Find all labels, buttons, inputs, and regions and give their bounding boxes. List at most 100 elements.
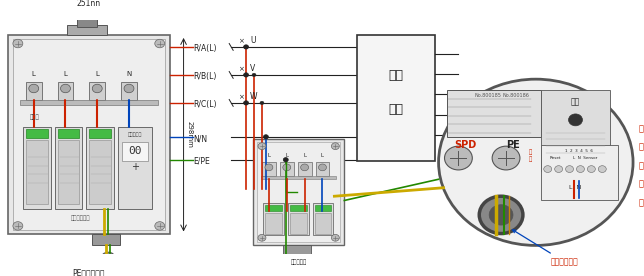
Circle shape bbox=[101, 252, 115, 264]
Text: L: L bbox=[267, 153, 270, 158]
Text: No.800185: No.800185 bbox=[475, 93, 502, 98]
Bar bbox=[118, 127, 152, 209]
Circle shape bbox=[243, 73, 249, 77]
Bar bbox=[57, 82, 73, 100]
Circle shape bbox=[332, 234, 339, 241]
Text: SPD: SPD bbox=[455, 140, 477, 150]
Text: L  N  Sensor: L N Sensor bbox=[573, 155, 598, 160]
Text: 设备: 设备 bbox=[388, 103, 403, 116]
Bar bbox=[290, 213, 307, 233]
Bar bbox=[283, 245, 310, 254]
Text: ×: × bbox=[238, 94, 244, 100]
Bar bbox=[92, 234, 120, 245]
Text: L: L bbox=[321, 153, 324, 158]
Text: 251nn: 251nn bbox=[77, 0, 101, 8]
Bar bbox=[121, 82, 137, 100]
Text: L: L bbox=[285, 153, 289, 158]
Circle shape bbox=[258, 143, 266, 150]
Text: 显示: 显示 bbox=[571, 98, 580, 107]
Text: +: + bbox=[131, 162, 139, 172]
Text: L: L bbox=[303, 153, 306, 158]
Bar bbox=[26, 140, 48, 204]
Text: 防雷接地线: 防雷接地线 bbox=[290, 259, 307, 265]
Bar bbox=[357, 35, 435, 161]
Bar bbox=[90, 82, 105, 100]
Text: PE防雷接地线: PE防雷接地线 bbox=[72, 268, 104, 276]
Circle shape bbox=[283, 158, 289, 162]
Circle shape bbox=[29, 84, 39, 93]
Circle shape bbox=[243, 45, 249, 49]
Circle shape bbox=[260, 101, 264, 105]
Circle shape bbox=[332, 143, 339, 150]
Bar bbox=[13, 39, 165, 230]
Circle shape bbox=[61, 84, 70, 93]
Bar bbox=[261, 176, 336, 179]
Bar bbox=[298, 162, 312, 176]
Text: 计: 计 bbox=[639, 161, 644, 170]
Circle shape bbox=[244, 45, 248, 49]
Bar bbox=[26, 82, 42, 100]
Circle shape bbox=[124, 84, 134, 93]
Circle shape bbox=[319, 164, 327, 171]
Bar bbox=[86, 127, 114, 209]
Circle shape bbox=[444, 146, 472, 170]
Text: PE: PE bbox=[506, 140, 520, 150]
Bar bbox=[26, 129, 48, 138]
Bar bbox=[446, 90, 541, 137]
Bar bbox=[90, 140, 111, 204]
Text: W: W bbox=[250, 92, 258, 101]
Circle shape bbox=[479, 196, 523, 233]
Bar bbox=[8, 35, 169, 234]
Text: R/A(L): R/A(L) bbox=[193, 44, 217, 53]
Text: L: L bbox=[32, 71, 35, 77]
Text: 雷: 雷 bbox=[639, 124, 644, 133]
Circle shape bbox=[598, 166, 606, 172]
Text: L: L bbox=[64, 71, 68, 77]
Text: 接触器: 接触器 bbox=[30, 114, 39, 120]
Bar bbox=[55, 127, 82, 209]
Text: L: L bbox=[95, 71, 99, 77]
Text: 器: 器 bbox=[639, 198, 644, 208]
Text: U: U bbox=[250, 36, 256, 45]
Bar bbox=[263, 203, 284, 235]
Circle shape bbox=[569, 114, 582, 126]
Text: 00: 00 bbox=[128, 146, 142, 156]
Bar bbox=[122, 142, 148, 161]
Text: L  N: L N bbox=[569, 185, 582, 190]
Text: 雷
闪: 雷 闪 bbox=[529, 150, 533, 162]
Bar bbox=[314, 213, 332, 233]
Text: 雷击计数器: 雷击计数器 bbox=[128, 132, 142, 137]
Bar bbox=[57, 129, 79, 138]
Text: ×: × bbox=[238, 38, 244, 44]
Text: N/N: N/N bbox=[193, 134, 207, 143]
Circle shape bbox=[489, 205, 513, 225]
Circle shape bbox=[301, 164, 308, 171]
Circle shape bbox=[565, 166, 574, 172]
Circle shape bbox=[155, 222, 165, 230]
Circle shape bbox=[92, 84, 102, 93]
Bar bbox=[279, 162, 294, 176]
Bar bbox=[314, 205, 332, 211]
Text: R/B(L): R/B(L) bbox=[193, 72, 217, 81]
Text: 采样感应探头: 采样感应探头 bbox=[513, 230, 578, 266]
Bar bbox=[541, 145, 618, 200]
Circle shape bbox=[265, 164, 273, 171]
Text: 数: 数 bbox=[639, 180, 644, 189]
Bar bbox=[57, 140, 79, 204]
Circle shape bbox=[243, 101, 249, 105]
Bar bbox=[257, 142, 340, 242]
Text: Reset: Reset bbox=[550, 155, 562, 160]
Circle shape bbox=[258, 234, 266, 241]
Bar bbox=[90, 129, 111, 138]
Circle shape bbox=[263, 135, 269, 139]
Circle shape bbox=[492, 146, 520, 170]
Text: V: V bbox=[250, 64, 255, 73]
Bar bbox=[265, 213, 282, 233]
Text: N: N bbox=[126, 71, 131, 77]
Bar bbox=[253, 139, 345, 245]
Bar bbox=[290, 205, 307, 211]
Bar bbox=[265, 205, 282, 211]
Circle shape bbox=[544, 166, 552, 172]
Bar bbox=[316, 162, 330, 176]
Circle shape bbox=[155, 39, 165, 48]
